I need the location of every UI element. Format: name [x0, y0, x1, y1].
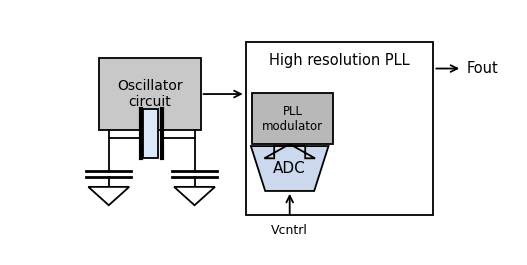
Text: Vcntrl: Vcntrl — [271, 224, 308, 237]
Polygon shape — [89, 187, 129, 205]
Polygon shape — [251, 146, 328, 191]
Text: Oscillator
circuit: Oscillator circuit — [117, 79, 182, 109]
Text: PLL
modulator: PLL modulator — [262, 104, 323, 132]
Polygon shape — [265, 144, 315, 158]
Bar — [246, 42, 433, 215]
Bar — [143, 109, 158, 158]
Bar — [252, 93, 334, 144]
Text: High resolution PLL: High resolution PLL — [269, 53, 410, 68]
Text: Fout: Fout — [466, 61, 498, 76]
Bar — [99, 58, 201, 130]
Text: ADC: ADC — [274, 161, 306, 176]
Polygon shape — [174, 187, 215, 205]
